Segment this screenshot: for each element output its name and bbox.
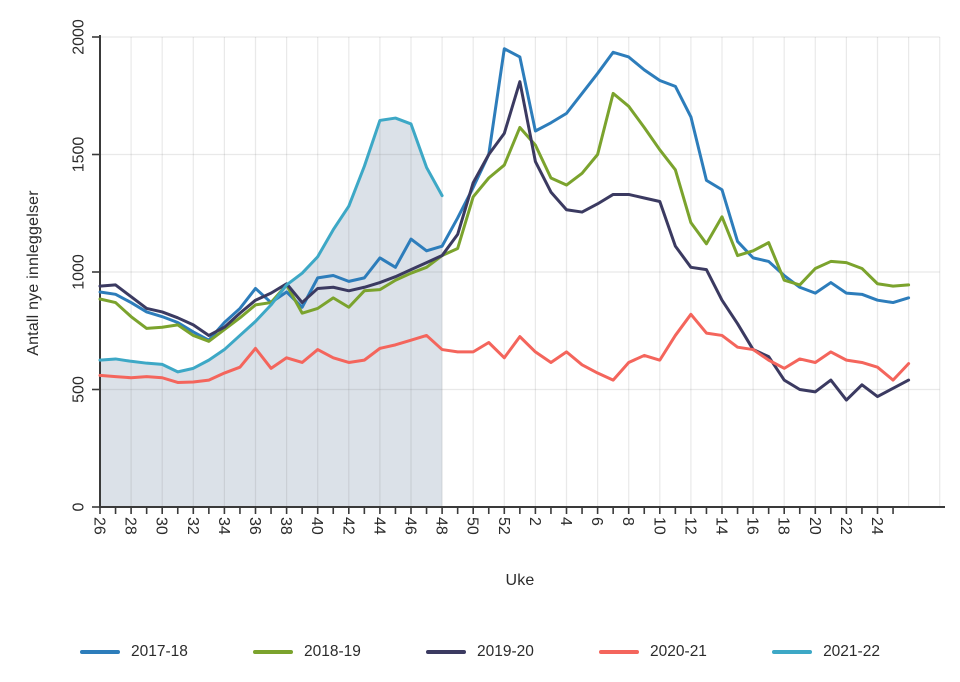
- x-tick-label: 14: [713, 517, 730, 535]
- y-tick-label: 0: [70, 502, 87, 511]
- x-tick-label: 42: [339, 517, 356, 535]
- y-tick-label: 1000: [70, 254, 87, 290]
- x-tick-label: 10: [650, 517, 667, 535]
- x-tick-label: 44: [370, 517, 387, 535]
- x-tick-label: 2: [526, 517, 543, 526]
- x-tick-label: 24: [868, 517, 885, 535]
- legend-label: 2021-22: [823, 643, 880, 660]
- legend-swatch-2019-20: [426, 650, 467, 654]
- x-tick-label: 12: [681, 517, 698, 535]
- x-tick-label: 32: [184, 517, 201, 535]
- y-tick-label: 500: [70, 376, 87, 403]
- x-tick-label: 34: [215, 517, 232, 535]
- legend-swatch-2020-21: [599, 650, 640, 654]
- legend-swatch-2017-18: [80, 650, 120, 654]
- x-tick-label: 48: [433, 517, 450, 535]
- legend-swatch-2018-19: [253, 650, 294, 654]
- series-line-2020-21: [98, 312, 911, 384]
- x-tick-label: 20: [806, 517, 823, 535]
- x-tick-label: 6: [588, 517, 605, 526]
- series-line-2017-18: [98, 47, 911, 342]
- x-tick-label: 28: [122, 517, 139, 535]
- x-tick-label: 50: [464, 517, 481, 535]
- x-tick-label: 36: [246, 517, 263, 535]
- y-tick-label: 1500: [70, 137, 87, 173]
- legend-item-2020-21: 2020-21: [599, 643, 707, 661]
- x-tick-label: 4: [557, 517, 574, 526]
- x-tick-label: 16: [744, 517, 761, 535]
- x-tick-label: 22: [837, 517, 854, 535]
- x-tick-label: 52: [495, 517, 512, 535]
- series-line-2018-19: [98, 91, 911, 343]
- x-tick-label: 26: [91, 517, 108, 535]
- legend-item-2021-22: 2021-22: [772, 643, 880, 661]
- legend-label: 2019-20: [477, 643, 534, 660]
- series-line-2021-22: [98, 116, 444, 374]
- legend-label: 2020-21: [650, 643, 707, 660]
- x-tick-label: 40: [308, 517, 325, 535]
- legend-swatch-2021-22: [772, 650, 813, 654]
- x-tick-label: 18: [775, 517, 792, 535]
- legend-item-2017-18: 2017-18: [80, 643, 188, 661]
- legend-item-2018-19: 2018-19: [253, 643, 361, 661]
- x-tick-label: 30: [153, 517, 170, 535]
- x-tick-label: 8: [619, 517, 636, 526]
- x-tick-label: 46: [402, 517, 419, 535]
- legend-label: 2018-19: [304, 643, 361, 660]
- legend-item-2019-20: 2019-20: [426, 643, 534, 661]
- x-axis-title: Uke: [505, 572, 535, 589]
- x-tick-label: 38: [277, 517, 294, 535]
- y-axis-title: Antall nye innleggelser: [25, 190, 42, 356]
- y-tick-label: 2000: [70, 19, 87, 55]
- chart-legend: 2017-18 2018-19 2019-20 2020-21 2021-22: [0, 643, 960, 661]
- legend-label: 2017-18: [131, 643, 188, 660]
- shaded-area: [100, 118, 443, 507]
